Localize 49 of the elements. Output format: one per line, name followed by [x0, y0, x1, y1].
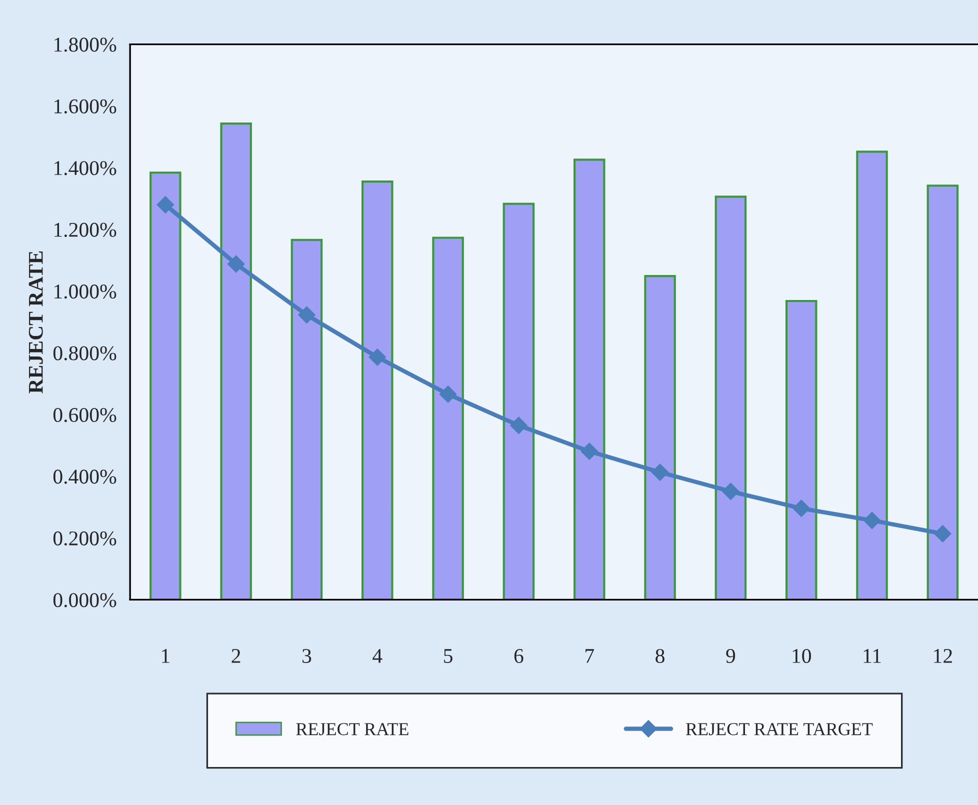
bar — [926, 184, 959, 600]
x-tick-label: 10 — [792, 648, 811, 663]
point — [934, 525, 952, 542]
y-tick-label: 1.200% — [54, 222, 116, 237]
x-tick-label: 1 — [162, 649, 170, 663]
y-tick-label: 0.400% — [53, 470, 116, 484]
y-tick-label: 0.800% — [53, 346, 116, 360]
x-tick-label: 2 — [232, 648, 240, 663]
bar — [785, 300, 818, 600]
x-tick-label: 9 — [726, 648, 736, 663]
bar — [714, 196, 747, 600]
point — [863, 512, 881, 529]
bar — [150, 172, 182, 600]
x-tick-label: 6 — [514, 648, 524, 663]
y-tick-label: 1.000% — [54, 284, 116, 299]
x-tick-label: 3 — [302, 648, 312, 663]
y-tick-label: 1.800% — [54, 38, 116, 52]
x-tick-label: 12 — [934, 648, 952, 663]
bar — [644, 274, 676, 600]
bar — [220, 122, 252, 600]
x-tick-label: 5 — [444, 649, 452, 663]
y-axis-title: REJECT RATE — [28, 251, 43, 394]
point — [722, 482, 740, 500]
bar — [290, 238, 323, 600]
x-tick-label: 11 — [864, 649, 881, 663]
point — [298, 306, 316, 324]
bar — [362, 180, 394, 600]
point — [580, 442, 598, 460]
point — [228, 255, 245, 273]
x-tick-label: 4 — [372, 649, 382, 663]
y-tick-label: 0.200% — [53, 531, 116, 546]
point — [651, 464, 669, 481]
y-tick-label: 0.000% — [53, 593, 116, 608]
x-tick-label: 7 — [586, 649, 594, 663]
point — [510, 416, 528, 434]
y-tick-label: 1.600% — [54, 99, 116, 114]
point — [792, 500, 810, 517]
point — [156, 196, 174, 214]
bar — [573, 158, 606, 600]
point — [439, 386, 457, 403]
bar — [502, 202, 535, 600]
legend-label: REJECT RATE — [296, 723, 408, 736]
x-tick-label: 8 — [656, 648, 664, 663]
point — [368, 348, 386, 366]
y-tick-label: 1.400% — [54, 161, 116, 176]
legend-label: REJECT RATE TARGET — [686, 723, 873, 736]
bar — [856, 150, 888, 600]
bar — [432, 236, 464, 600]
y-tick-label: 0.600% — [53, 408, 116, 422]
